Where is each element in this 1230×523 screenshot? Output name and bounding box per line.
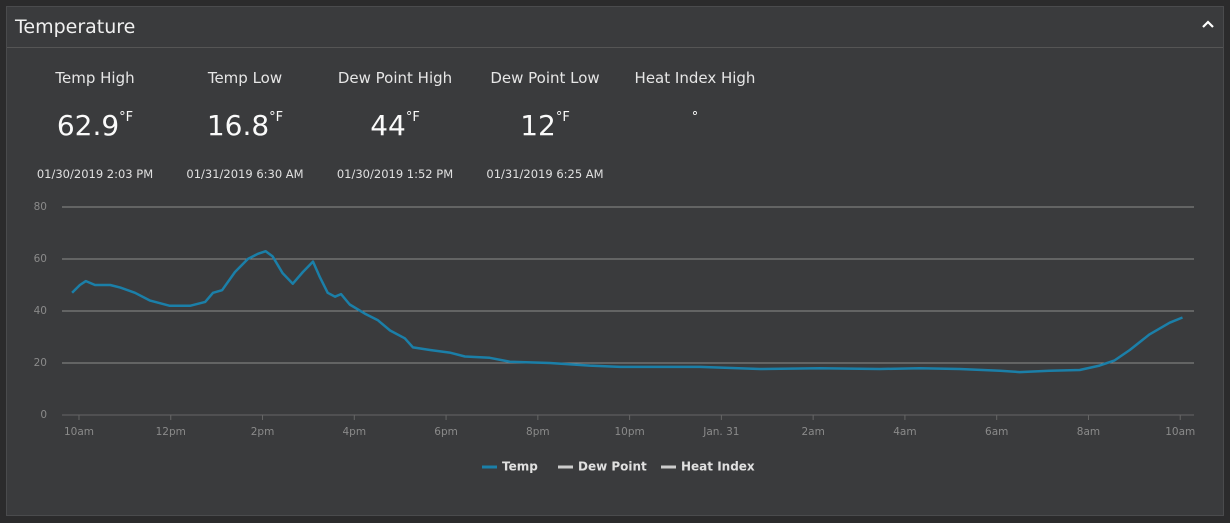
y-tick-label: 80 (34, 201, 47, 213)
x-tick-label: 10pm (614, 426, 644, 438)
stat: Temp High 62.9°F 01/30/2019 2:03 PM (20, 69, 170, 181)
x-tick-label: 10am (64, 426, 94, 438)
x-tick-label: Jan. 31 (702, 426, 739, 438)
stat: Dew Point High 44°F 01/30/2019 1:52 PM (320, 69, 470, 181)
stat-unit: ° (691, 110, 699, 125)
stat-label: Temp Low (207, 69, 283, 87)
stat-unit: °F (555, 110, 570, 125)
x-tick-label: 2am (801, 426, 824, 438)
stat-label: Temp High (55, 69, 135, 87)
panel: Temperature Temp High 62.9°F 01/30/2019 2:… (6, 6, 1224, 516)
x-tick-label: 4am (893, 426, 916, 438)
stat-value: ° (620, 109, 770, 149)
stat-value: 16.8°F (170, 109, 320, 149)
x-tick-label: 4pm (343, 426, 367, 438)
stat-value: 62.9°F (20, 109, 170, 149)
x-tick-label: 12pm (156, 426, 186, 438)
stat-unit: °F (119, 110, 134, 125)
stat-value: 12°F (470, 109, 620, 149)
stat-label: Dew Point High (337, 69, 453, 87)
legend-label: Dew Point (578, 460, 647, 474)
collapse-toggle[interactable] (1201, 17, 1215, 31)
x-tick-label: 8am (1077, 426, 1100, 438)
panel-header: Temperature (7, 7, 1223, 48)
y-tick-label: 40 (34, 305, 47, 317)
stat: Heat Index High ° (620, 69, 770, 149)
stat-unit: °F (269, 110, 284, 125)
y-tick-label: 20 (34, 357, 47, 369)
stat-unit: °F (405, 110, 420, 125)
y-tick-label: 60 (34, 253, 47, 265)
legend-label: Heat Index (681, 460, 755, 474)
stat-label: Heat Index High (634, 69, 756, 87)
y-tick-label: 0 (40, 409, 47, 421)
x-tick-label: 10am (1165, 426, 1195, 438)
x-tick-label: 2pm (251, 426, 275, 438)
x-tick-label: 6am (985, 426, 1008, 438)
stat-number: 12 (520, 109, 556, 142)
x-tick-label: 6pm (434, 426, 458, 438)
stat-time: 01/30/2019 1:52 PM (336, 167, 454, 181)
stat-number: 62.9 (56, 109, 120, 142)
stat-time: 01/30/2019 2:03 PM (36, 167, 154, 181)
stat: Dew Point Low 12°F 01/31/2019 6:25 AM (470, 69, 620, 181)
stat-number: 16.8 (206, 109, 270, 142)
stat-value: 44°F (320, 109, 470, 149)
stat-time: 01/31/2019 6:30 AM (186, 167, 304, 181)
temp-line (71, 249, 1183, 374)
stat-number: 44 (370, 109, 406, 142)
stat: Temp Low 16.8°F 01/31/2019 6:30 AM (170, 69, 320, 181)
panel-title: Temperature (15, 16, 136, 38)
legend-label: Temp (502, 460, 538, 474)
stat-time: 01/31/2019 6:25 AM (486, 167, 604, 181)
x-tick-label: 8pm (526, 426, 550, 438)
stat-label: Dew Point Low (490, 69, 600, 87)
